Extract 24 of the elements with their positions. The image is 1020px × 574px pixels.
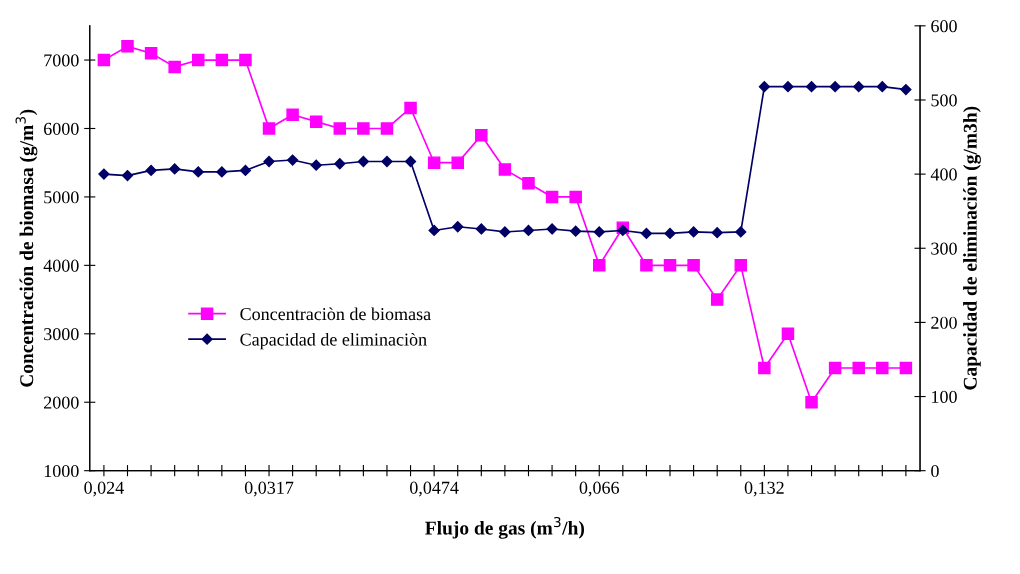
y2-tick-label: 600 <box>931 20 957 33</box>
y-tick-label: 7000 <box>44 54 79 67</box>
x-tick-label: 0,0474 <box>410 481 459 497</box>
legend-label: Concentraciòn de biomasa <box>240 307 431 321</box>
y-tick-label: 5000 <box>44 191 79 204</box>
y2-tick-label: 300 <box>931 242 957 255</box>
y2-axis-title: Capacidad de eliminación (g/m3h) <box>963 106 981 390</box>
x-tick-label: 0,024 <box>84 481 124 497</box>
x-tick-label: 0,066 <box>579 481 620 497</box>
y2-tick-label: 100 <box>932 390 957 403</box>
x-tick-label: 0,0317 <box>244 481 294 497</box>
y2-tick-label: 200 <box>931 316 957 329</box>
x-axis-title: Flujo de gas (m$^{3}$/h) <box>425 516 585 539</box>
y2-tick-label: 0 <box>931 464 939 478</box>
y-tick-label: 6000 <box>44 122 79 135</box>
x-tick-label: 0,132 <box>744 481 784 497</box>
legend-label: Capacidad de eliminaciòn <box>240 332 427 350</box>
y-tick-label: 3000 <box>44 328 79 341</box>
y-tick-label: 1000 <box>44 464 79 478</box>
y-tick-label: 4000 <box>43 259 79 272</box>
y-tick-label: 2000 <box>44 396 79 409</box>
y2-tick-label: 500 <box>931 94 957 107</box>
y-axis-title: Concentración de biomasa (g/m$^{3}$) <box>15 109 38 387</box>
y2-tick-label: 400 <box>930 168 957 181</box>
